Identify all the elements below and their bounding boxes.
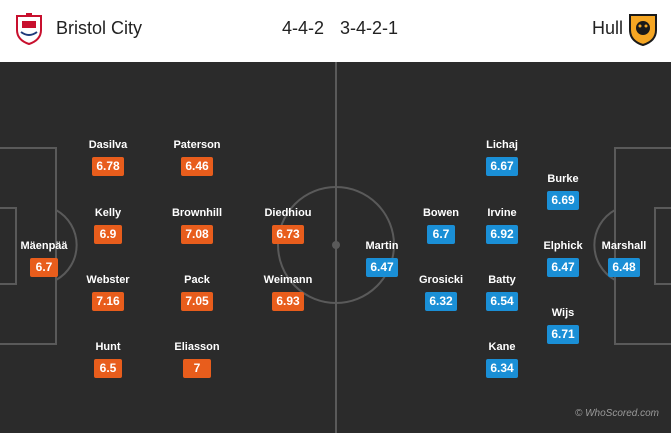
player-rating: 6.69 — [547, 191, 579, 210]
away-player-wijs[interactable]: Wijs 6.71 — [523, 307, 603, 344]
player-rating: 6.78 — [92, 157, 124, 176]
player-name: Wijs — [551, 307, 575, 319]
player-name: Martin — [365, 240, 399, 252]
player-rating: 6.32 — [425, 292, 457, 311]
player-rating: 6.7 — [30, 258, 58, 277]
bristol-city-crest-icon — [14, 12, 44, 46]
player-rating: 6.93 — [272, 292, 304, 311]
player-rating: 6.34 — [486, 359, 518, 378]
whoscored-credit: © WhoScored.com — [574, 408, 659, 419]
player-rating: 6.73 — [272, 225, 304, 244]
player-name: Kelly — [94, 207, 122, 219]
player-name: Bowen — [422, 207, 460, 219]
player-name: Dasilva — [88, 139, 128, 151]
away-player-batty[interactable]: Batty 6.54 — [462, 274, 542, 311]
player-name: Batty — [488, 274, 516, 286]
match-header: Bristol City 4-4-2 3-4-2-1 Hull — [0, 0, 671, 62]
away-player-elphick[interactable]: Elphick 6.47 — [523, 240, 603, 277]
player-rating: 6.5 — [94, 359, 122, 378]
player-name: Kane — [488, 341, 516, 353]
player-name: Marshall — [601, 240, 647, 252]
home-player-dasilva[interactable]: Dasilva 6.78 — [68, 139, 148, 176]
home-team-name: Bristol City — [56, 18, 143, 38]
player-rating: 7.05 — [181, 292, 213, 311]
player-rating: 6.46 — [181, 157, 213, 176]
home-player-webster[interactable]: Webster 7.16 — [68, 274, 148, 311]
player-name: Mäenpää — [20, 240, 68, 252]
home-player-maenpaa[interactable]: Mäenpää 6.7 — [4, 240, 84, 277]
player-name: Diedhiou — [264, 207, 312, 219]
home-player-hunt[interactable]: Hunt 6.5 — [68, 341, 148, 378]
away-player-kane[interactable]: Kane 6.34 — [462, 341, 542, 378]
player-rating: 6.92 — [486, 225, 518, 244]
home-player-diedhiou[interactable]: Diedhiou 6.73 — [248, 207, 328, 244]
player-name: Eliasson — [174, 341, 220, 353]
player-name: Elphick — [543, 240, 583, 252]
player-rating: 6.71 — [547, 325, 579, 344]
player-rating: 6.54 — [486, 292, 518, 311]
player-rating: 6.9 — [94, 225, 122, 244]
away-player-lichaj[interactable]: Lichaj 6.67 — [462, 139, 542, 176]
player-rating: 6.47 — [366, 258, 398, 277]
player-rating: 7.16 — [92, 292, 124, 311]
away-player-marshall[interactable]: Marshall 6.48 — [584, 240, 664, 277]
home-player-brownhill[interactable]: Brownhill 7.08 — [157, 207, 237, 244]
player-rating: 7 — [183, 359, 211, 378]
player-name: Burke — [547, 173, 579, 185]
away-formation: 3-4-2-1 — [340, 18, 399, 38]
player-name: Webster — [86, 274, 130, 286]
pitch: Mäenpää 6.7 Dasilva 6.78 Kelly 6.9 Webst… — [0, 62, 671, 433]
home-player-weimann[interactable]: Weimann 6.93 — [248, 274, 328, 311]
player-name: Hunt — [95, 341, 121, 353]
home-player-paterson[interactable]: Paterson 6.46 — [157, 139, 237, 176]
hull-city-crest-icon — [628, 12, 658, 47]
player-name: Paterson — [173, 139, 221, 151]
player-rating: 6.7 — [427, 225, 455, 244]
away-player-burke[interactable]: Burke 6.69 — [523, 173, 603, 210]
player-rating: 6.47 — [547, 258, 579, 277]
home-player-pack[interactable]: Pack 7.05 — [157, 274, 237, 311]
player-name: Pack — [184, 274, 210, 286]
player-rating: 7.08 — [181, 225, 213, 244]
home-formation: 4-4-2 — [282, 18, 325, 38]
away-team-name: Hull — [592, 18, 624, 38]
player-name: Lichaj — [486, 139, 518, 151]
home-player-kelly[interactable]: Kelly 6.9 — [68, 207, 148, 244]
player-rating: 6.67 — [486, 157, 518, 176]
player-name: Grosicki — [418, 274, 464, 286]
player-name: Weimann — [263, 274, 313, 286]
away-player-grosicki[interactable]: Grosicki 6.32 — [401, 274, 481, 311]
away-player-irvine[interactable]: Irvine 6.92 — [462, 207, 542, 244]
player-name: Irvine — [487, 207, 517, 219]
player-rating: 6.48 — [608, 258, 640, 277]
home-player-eliasson[interactable]: Eliasson 7 — [157, 341, 237, 378]
away-player-martin[interactable]: Martin 6.47 — [342, 240, 422, 277]
player-name: Brownhill — [171, 207, 223, 219]
pitch-markings — [0, 62, 671, 433]
away-player-bowen[interactable]: Bowen 6.7 — [401, 207, 481, 244]
